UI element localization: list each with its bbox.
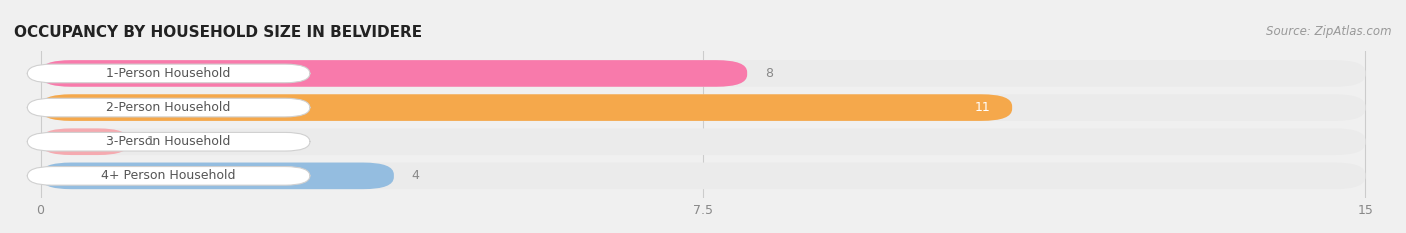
- Text: 8: 8: [765, 67, 773, 80]
- FancyBboxPatch shape: [27, 98, 309, 117]
- Text: Source: ZipAtlas.com: Source: ZipAtlas.com: [1267, 25, 1392, 38]
- FancyBboxPatch shape: [41, 94, 1012, 121]
- Text: 4: 4: [412, 169, 419, 182]
- Text: 11: 11: [974, 101, 990, 114]
- Text: 1-Person Household: 1-Person Household: [107, 67, 231, 80]
- FancyBboxPatch shape: [41, 94, 1365, 121]
- Text: 4+ Person Household: 4+ Person Household: [101, 169, 236, 182]
- FancyBboxPatch shape: [27, 132, 309, 151]
- FancyBboxPatch shape: [41, 163, 394, 189]
- FancyBboxPatch shape: [27, 167, 309, 185]
- FancyBboxPatch shape: [41, 163, 1365, 189]
- FancyBboxPatch shape: [41, 60, 1365, 87]
- FancyBboxPatch shape: [41, 60, 747, 87]
- Text: 2-Person Household: 2-Person Household: [107, 101, 231, 114]
- FancyBboxPatch shape: [27, 64, 309, 83]
- Text: 1: 1: [146, 135, 155, 148]
- Text: OCCUPANCY BY HOUSEHOLD SIZE IN BELVIDERE: OCCUPANCY BY HOUSEHOLD SIZE IN BELVIDERE: [14, 25, 422, 40]
- Text: 3-Person Household: 3-Person Household: [107, 135, 231, 148]
- FancyBboxPatch shape: [41, 128, 129, 155]
- FancyBboxPatch shape: [41, 128, 1365, 155]
